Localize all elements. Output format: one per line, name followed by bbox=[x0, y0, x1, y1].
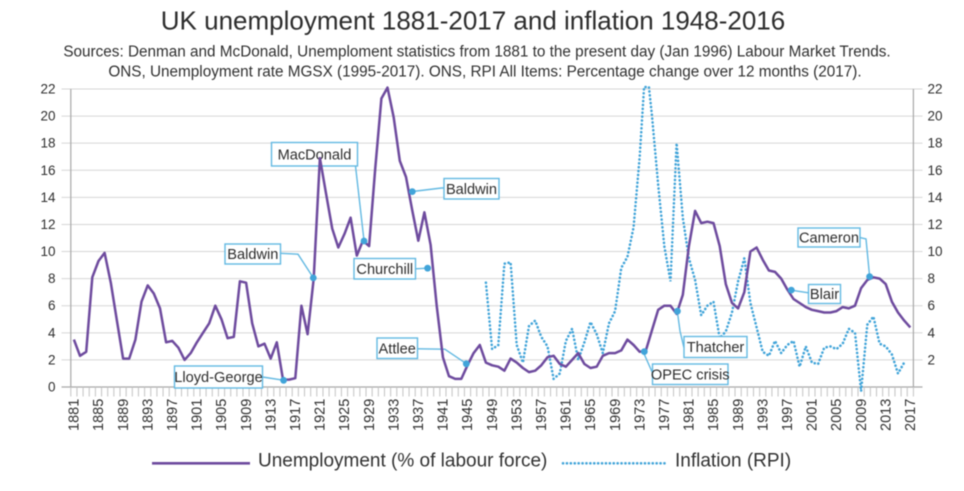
svg-text:16: 16 bbox=[40, 163, 55, 178]
svg-text:1949: 1949 bbox=[485, 399, 501, 431]
svg-text:22: 22 bbox=[40, 82, 55, 97]
svg-text:2: 2 bbox=[928, 352, 936, 367]
svg-text:1969: 1969 bbox=[608, 399, 624, 431]
svg-text:14: 14 bbox=[928, 190, 944, 205]
svg-text:1981: 1981 bbox=[682, 399, 698, 431]
svg-text:20: 20 bbox=[40, 109, 55, 124]
svg-text:12: 12 bbox=[40, 217, 55, 232]
svg-text:10: 10 bbox=[40, 244, 55, 259]
svg-text:0: 0 bbox=[48, 380, 56, 395]
svg-text:UK unemployment 1881-2017 and: UK unemployment 1881-2017 and inflation … bbox=[161, 6, 785, 36]
svg-text:16: 16 bbox=[928, 163, 943, 178]
svg-text:1905: 1905 bbox=[214, 399, 230, 431]
svg-text:1941: 1941 bbox=[436, 399, 452, 431]
svg-text:Inflation (RPI): Inflation (RPI) bbox=[675, 451, 791, 472]
svg-text:1973: 1973 bbox=[632, 399, 648, 431]
svg-text:8: 8 bbox=[928, 271, 936, 286]
svg-text:ONS, Unemployment rate MGSX (1: ONS, Unemployment rate MGSX (1995-2017).… bbox=[108, 64, 861, 81]
svg-text:2: 2 bbox=[48, 352, 56, 367]
svg-text:2001: 2001 bbox=[805, 399, 821, 431]
svg-text:OPEC crisis: OPEC crisis bbox=[651, 367, 730, 383]
svg-text:1917: 1917 bbox=[288, 399, 304, 431]
svg-text:Sources: Denman and McDonald,: Sources: Denman and McDonald, Unemplomen… bbox=[63, 44, 890, 61]
svg-text:1901: 1901 bbox=[190, 399, 206, 431]
svg-text:6: 6 bbox=[928, 298, 936, 313]
svg-text:10: 10 bbox=[928, 244, 943, 259]
svg-text:6: 6 bbox=[48, 298, 56, 313]
svg-text:22: 22 bbox=[928, 82, 943, 97]
svg-text:1989: 1989 bbox=[731, 399, 747, 431]
svg-text:1929: 1929 bbox=[362, 399, 378, 431]
svg-text:8: 8 bbox=[48, 271, 56, 286]
svg-text:Unemployment (% of labour forc: Unemployment (% of labour force) bbox=[258, 451, 547, 472]
svg-text:1945: 1945 bbox=[460, 399, 476, 431]
svg-text:1925: 1925 bbox=[337, 399, 353, 431]
svg-text:1957: 1957 bbox=[534, 399, 550, 431]
svg-text:4: 4 bbox=[48, 325, 56, 340]
svg-text:1881: 1881 bbox=[67, 399, 83, 431]
svg-text:1985: 1985 bbox=[706, 399, 722, 431]
svg-text:Lloyd-George: Lloyd-George bbox=[174, 370, 262, 386]
svg-text:1909: 1909 bbox=[239, 399, 255, 431]
svg-text:Baldwin: Baldwin bbox=[227, 247, 278, 263]
svg-text:4: 4 bbox=[928, 325, 936, 340]
svg-text:1885: 1885 bbox=[91, 399, 107, 431]
svg-text:1921: 1921 bbox=[313, 399, 329, 431]
svg-text:MacDonald: MacDonald bbox=[278, 147, 352, 163]
svg-text:1993: 1993 bbox=[755, 399, 771, 431]
svg-text:20: 20 bbox=[928, 109, 943, 124]
svg-text:1965: 1965 bbox=[583, 399, 599, 431]
svg-text:Attlee: Attlee bbox=[379, 341, 416, 357]
svg-text:1937: 1937 bbox=[411, 399, 427, 431]
svg-text:1897: 1897 bbox=[165, 399, 181, 431]
svg-text:Blair: Blair bbox=[810, 287, 839, 303]
svg-text:2005: 2005 bbox=[829, 399, 845, 431]
svg-text:1997: 1997 bbox=[780, 399, 796, 431]
svg-text:Thatcher: Thatcher bbox=[687, 340, 745, 356]
svg-text:1933: 1933 bbox=[386, 399, 402, 431]
svg-text:2009: 2009 bbox=[854, 399, 870, 431]
svg-text:18: 18 bbox=[928, 136, 943, 151]
svg-text:1893: 1893 bbox=[140, 399, 156, 431]
svg-text:1961: 1961 bbox=[559, 399, 575, 431]
svg-text:14: 14 bbox=[40, 190, 56, 205]
svg-text:Cameron: Cameron bbox=[799, 231, 859, 247]
svg-text:1953: 1953 bbox=[509, 399, 525, 431]
svg-text:18: 18 bbox=[40, 136, 55, 151]
svg-text:2013: 2013 bbox=[878, 399, 894, 431]
svg-text:Baldwin: Baldwin bbox=[446, 182, 497, 198]
svg-text:1889: 1889 bbox=[116, 399, 132, 431]
svg-text:Churchill: Churchill bbox=[356, 262, 413, 278]
svg-text:2017: 2017 bbox=[903, 399, 919, 431]
svg-text:1977: 1977 bbox=[657, 399, 673, 431]
svg-text:12: 12 bbox=[928, 217, 943, 232]
svg-text:1913: 1913 bbox=[263, 399, 279, 431]
